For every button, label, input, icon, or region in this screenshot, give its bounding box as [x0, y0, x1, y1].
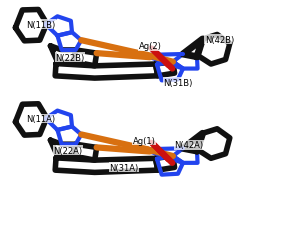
- Text: N(42B): N(42B): [205, 35, 234, 44]
- Text: N(22B): N(22B): [55, 53, 85, 63]
- Text: Ag(1): Ag(1): [133, 136, 156, 145]
- Text: N(11B): N(11B): [27, 21, 56, 30]
- Text: N(42A): N(42A): [174, 141, 203, 150]
- Text: N(31A): N(31A): [110, 163, 139, 172]
- Text: N(31B): N(31B): [163, 78, 193, 87]
- Text: N(11A): N(11A): [27, 114, 56, 123]
- Text: N(22A): N(22A): [53, 146, 83, 155]
- Text: Ag(2): Ag(2): [138, 42, 161, 51]
